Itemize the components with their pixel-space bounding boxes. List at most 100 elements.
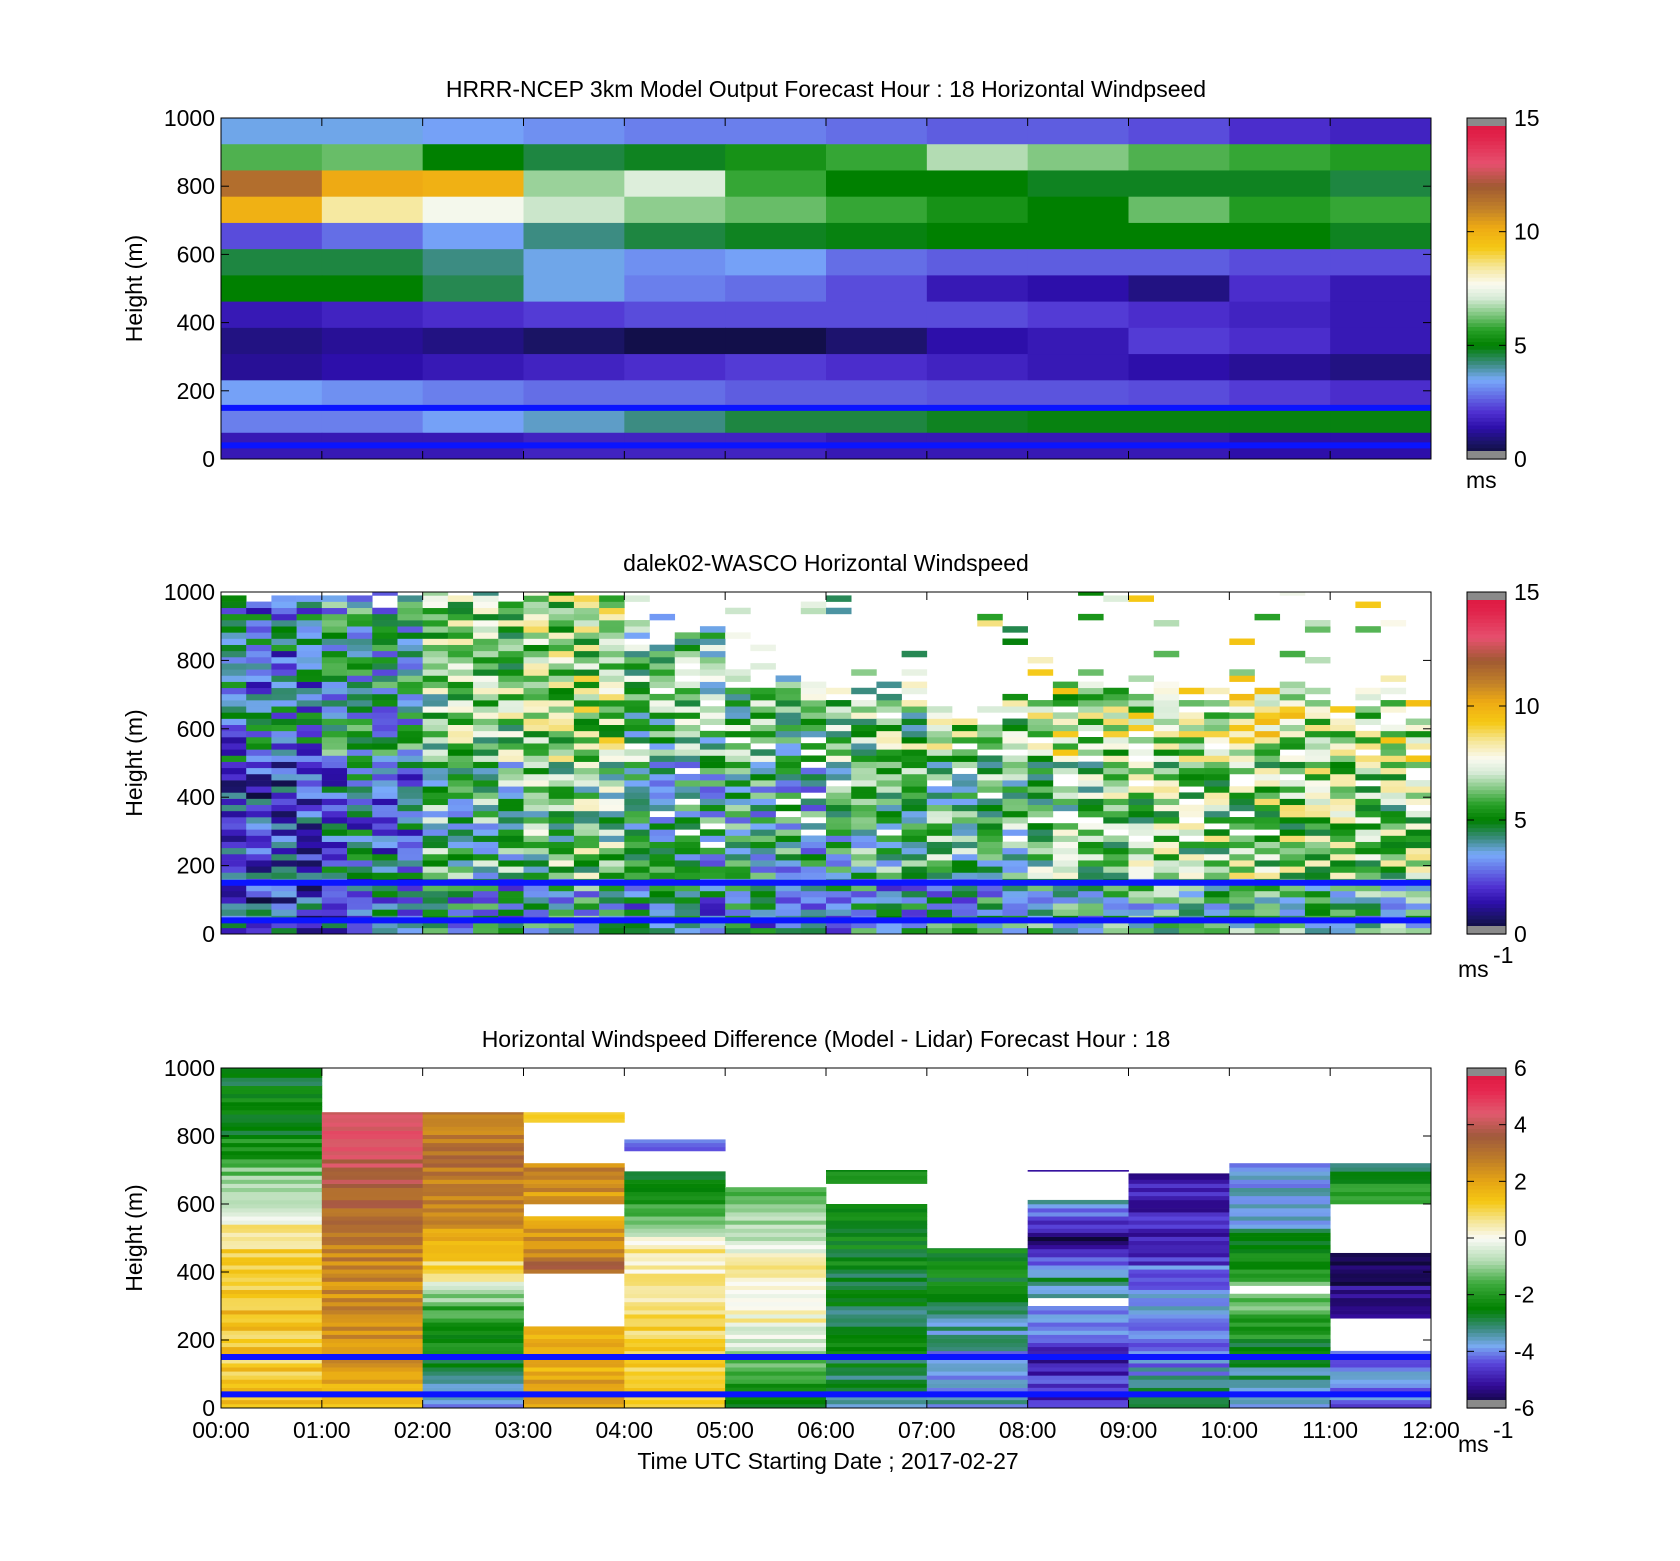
heatmap-cell xyxy=(1128,1265,1230,1270)
colorbar-segment xyxy=(1467,702,1506,707)
heatmap-cell xyxy=(649,903,676,910)
heatmap-cell xyxy=(347,681,373,689)
heatmap-cell xyxy=(221,1077,323,1082)
heatmap-cell xyxy=(1178,718,1205,725)
heatmap-cell xyxy=(1229,1240,1331,1246)
heatmap-cell xyxy=(649,786,676,793)
heatmap-cell xyxy=(1254,909,1281,916)
colorbar-segment xyxy=(1467,835,1506,840)
heatmap-cell xyxy=(1330,1163,1432,1168)
colorbar-segment xyxy=(1467,915,1506,920)
heatmap-cell xyxy=(1355,730,1381,738)
heatmap-cell xyxy=(523,823,550,830)
heatmap-cell xyxy=(926,1326,1029,1331)
heatmap-cell xyxy=(548,743,575,750)
heatmap-cell xyxy=(347,749,373,756)
heatmap-cell xyxy=(1355,872,1381,879)
heatmap-cell xyxy=(977,798,1003,806)
heatmap-cell xyxy=(221,890,247,898)
heatmap-cell xyxy=(926,1346,1029,1352)
heatmap-cell xyxy=(750,823,776,830)
heatmap-cell xyxy=(1128,1363,1230,1368)
heatmap-cell xyxy=(347,656,373,664)
colorbar-segment xyxy=(1467,1256,1506,1262)
heatmap-cell xyxy=(800,607,827,615)
heatmap-cell xyxy=(221,1130,323,1135)
heatmap-cell xyxy=(321,626,348,633)
heatmap-cell xyxy=(649,669,676,676)
heatmap-cell xyxy=(800,773,827,781)
heatmap-cell xyxy=(826,767,852,775)
heatmap-cell xyxy=(624,327,726,355)
heatmap-cell xyxy=(1229,1220,1331,1225)
heatmap-cell xyxy=(1128,1257,1230,1262)
heatmap-cell xyxy=(926,1293,1029,1299)
heatmap-cell xyxy=(1027,1342,1129,1348)
heatmap-cell xyxy=(926,1383,1029,1388)
heatmap-cell xyxy=(725,1208,827,1213)
heatmap-cell xyxy=(498,669,524,676)
heatmap-cell xyxy=(321,743,348,750)
heatmap-cell xyxy=(1254,897,1281,904)
heatmap-cell xyxy=(926,1395,1029,1401)
heatmap-cell xyxy=(674,712,701,719)
heatmap-cell xyxy=(1330,730,1356,738)
heatmap-cell xyxy=(221,380,323,408)
heatmap-cell xyxy=(725,847,751,855)
heatmap-cell xyxy=(1405,718,1432,725)
heatmap-cell xyxy=(372,749,398,756)
heatmap-cell xyxy=(321,681,348,689)
heatmap-cell xyxy=(1153,767,1180,775)
heatmap-cell xyxy=(926,761,953,769)
heatmap-cell xyxy=(321,921,348,929)
heatmap-cell xyxy=(221,687,247,695)
heatmap-cell xyxy=(321,607,348,615)
heatmap-cell xyxy=(1405,700,1432,707)
heatmap-cell xyxy=(221,1212,323,1217)
heatmap-cell xyxy=(1128,1346,1230,1352)
heatmap-cell xyxy=(599,829,625,836)
heatmap-cell xyxy=(221,1326,323,1331)
colorbar-segment xyxy=(1467,1370,1506,1375)
colorbar-segment xyxy=(1467,842,1506,848)
heatmap-cell xyxy=(321,1310,424,1315)
heatmap-cell xyxy=(573,737,600,744)
heatmap-cell xyxy=(725,1383,827,1388)
heatmap-cell xyxy=(523,301,625,329)
heatmap-cell xyxy=(1355,693,1381,701)
colorbar-segment xyxy=(1467,831,1506,836)
colorbar-segment xyxy=(1467,899,1506,905)
heatmap-cell xyxy=(826,1301,928,1307)
heatmap-cell xyxy=(725,1216,827,1221)
heatmap-cell xyxy=(221,1248,323,1254)
heatmap-cell xyxy=(397,607,423,615)
heatmap-cell xyxy=(1078,804,1104,812)
heatmap-cell xyxy=(246,718,272,725)
heatmap-cell xyxy=(473,632,499,639)
heatmap-cell xyxy=(422,1163,524,1168)
heatmap-cell xyxy=(926,196,1029,224)
heatmap-cell xyxy=(649,835,676,842)
heatmap-cell xyxy=(1128,927,1155,935)
heatmap-cell xyxy=(725,823,751,830)
heatmap-cell xyxy=(573,884,600,892)
heatmap-cell xyxy=(321,1183,424,1188)
x-tick-label: 01:00 xyxy=(293,1417,351,1443)
heatmap-cell xyxy=(826,860,852,867)
heatmap-cell xyxy=(725,380,827,408)
heatmap-cell xyxy=(1153,761,1180,769)
heatmap-cell xyxy=(296,644,323,652)
heatmap-cell xyxy=(725,1257,827,1262)
heatmap-cell xyxy=(548,712,575,719)
heatmap-cell xyxy=(347,792,373,799)
colorbar-segment xyxy=(1467,888,1506,893)
heatmap-cell xyxy=(1002,706,1028,713)
heatmap-cell xyxy=(926,743,953,750)
heatmap-cell xyxy=(271,927,297,935)
heatmap-cell xyxy=(926,1281,1029,1286)
heatmap-cell xyxy=(1078,829,1104,836)
heatmap-cell xyxy=(1355,712,1381,719)
heatmap-cell xyxy=(296,909,323,916)
heatmap-cell xyxy=(1330,755,1356,762)
colorbar-segment xyxy=(1467,1173,1506,1179)
